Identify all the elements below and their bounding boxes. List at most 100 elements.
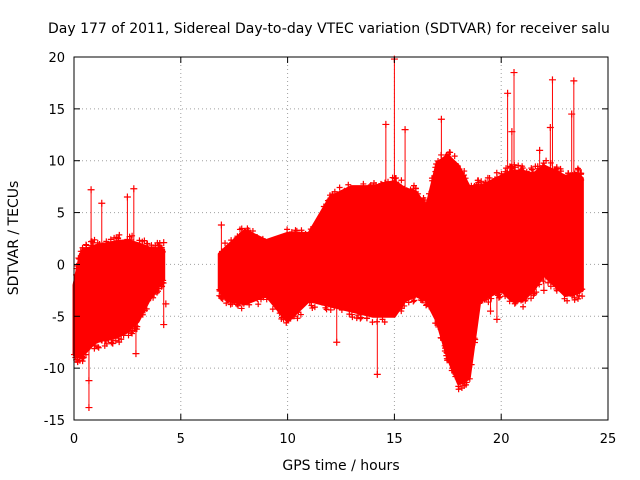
data-point: [578, 285, 585, 292]
outlier-point: [85, 377, 93, 385]
outlier-point: [548, 76, 556, 84]
data-point: [443, 349, 450, 356]
data-point: [249, 232, 256, 239]
data-point: [435, 158, 442, 165]
data-point: [574, 165, 581, 172]
outlier-point: [493, 315, 501, 323]
data-point: [494, 292, 501, 299]
data-point: [153, 247, 160, 254]
data-point: [381, 179, 388, 186]
data-point: [444, 154, 451, 161]
data-point: [577, 170, 584, 177]
outlier-point: [401, 126, 409, 134]
data-point: [552, 169, 559, 176]
data-point: [307, 226, 314, 233]
data-point: [319, 299, 326, 306]
data-point: [423, 206, 430, 213]
data-point: [541, 163, 548, 170]
data-point: [336, 184, 343, 191]
data-point: [564, 297, 571, 304]
data-point: [283, 319, 290, 326]
data-point: [366, 183, 373, 190]
data-point: [254, 233, 261, 240]
outlier-point: [504, 89, 512, 97]
data-point: [462, 375, 469, 382]
data-point: [244, 227, 251, 234]
data-point: [125, 332, 132, 339]
data-point: [445, 356, 452, 363]
data-point: [405, 299, 412, 306]
y-tick-label: 10: [48, 155, 65, 170]
data-point: [278, 315, 285, 322]
data-point: [255, 301, 262, 308]
data-point: [358, 314, 365, 321]
data-point: [519, 165, 526, 172]
data-point: [569, 172, 576, 179]
data-point: [79, 244, 86, 251]
data-point: [331, 304, 338, 311]
data-point: [506, 298, 513, 305]
data-point: [284, 232, 291, 239]
x-tick-label: 20: [493, 432, 510, 447]
data-point: [579, 293, 586, 300]
data-point: [457, 380, 464, 387]
outlier-point: [536, 276, 544, 284]
data-point: [128, 329, 135, 336]
outlier-point: [162, 300, 170, 308]
data-point: [471, 335, 478, 342]
data-point: [412, 185, 419, 192]
data-point: [100, 242, 107, 249]
data-point: [159, 279, 166, 286]
data-point: [128, 236, 135, 243]
data-point: [231, 237, 238, 244]
data-point: [480, 183, 487, 190]
data-point: [144, 245, 151, 252]
outlier-point: [217, 221, 225, 229]
data-point: [406, 189, 413, 196]
data-point: [338, 306, 345, 313]
data-point: [229, 300, 236, 307]
data-point: [139, 238, 146, 245]
outlier-point: [160, 239, 168, 247]
data-point: [425, 199, 432, 206]
data-point: [107, 236, 114, 243]
data-point: [309, 305, 316, 312]
outlier-point: [382, 120, 390, 128]
data-point: [240, 300, 247, 307]
x-tick-label: 10: [279, 432, 296, 447]
data-point: [223, 300, 230, 307]
y-tick-label: -5: [52, 310, 65, 325]
data-point: [298, 230, 305, 237]
data-point: [402, 188, 409, 195]
data-point: [234, 233, 241, 240]
data-point: [526, 288, 533, 295]
data-point: [73, 262, 80, 269]
data-point: [426, 190, 433, 197]
data-point: [533, 282, 540, 289]
data-point: [348, 306, 355, 313]
data-point: [132, 325, 139, 332]
outlier-point: [546, 124, 554, 132]
data-point: [512, 299, 519, 306]
data-point: [301, 300, 308, 307]
x-tick-label: 25: [600, 432, 617, 447]
data-point: [377, 311, 384, 318]
data-point: [567, 290, 574, 297]
y-tick-label: 20: [48, 51, 65, 66]
data-point: [411, 290, 418, 297]
data-point: [329, 191, 336, 198]
data-point: [148, 242, 155, 249]
data-point: [557, 165, 564, 172]
data-point: [337, 190, 344, 197]
data-point: [98, 337, 105, 344]
data-point: [263, 296, 270, 303]
data-point: [79, 353, 86, 360]
data-point: [498, 170, 505, 177]
outlier-point: [536, 146, 544, 154]
data-point: [530, 292, 537, 299]
y-tick-label: 15: [48, 103, 65, 118]
data-point: [254, 295, 261, 302]
data-point: [109, 340, 116, 347]
data-point: [379, 316, 386, 323]
